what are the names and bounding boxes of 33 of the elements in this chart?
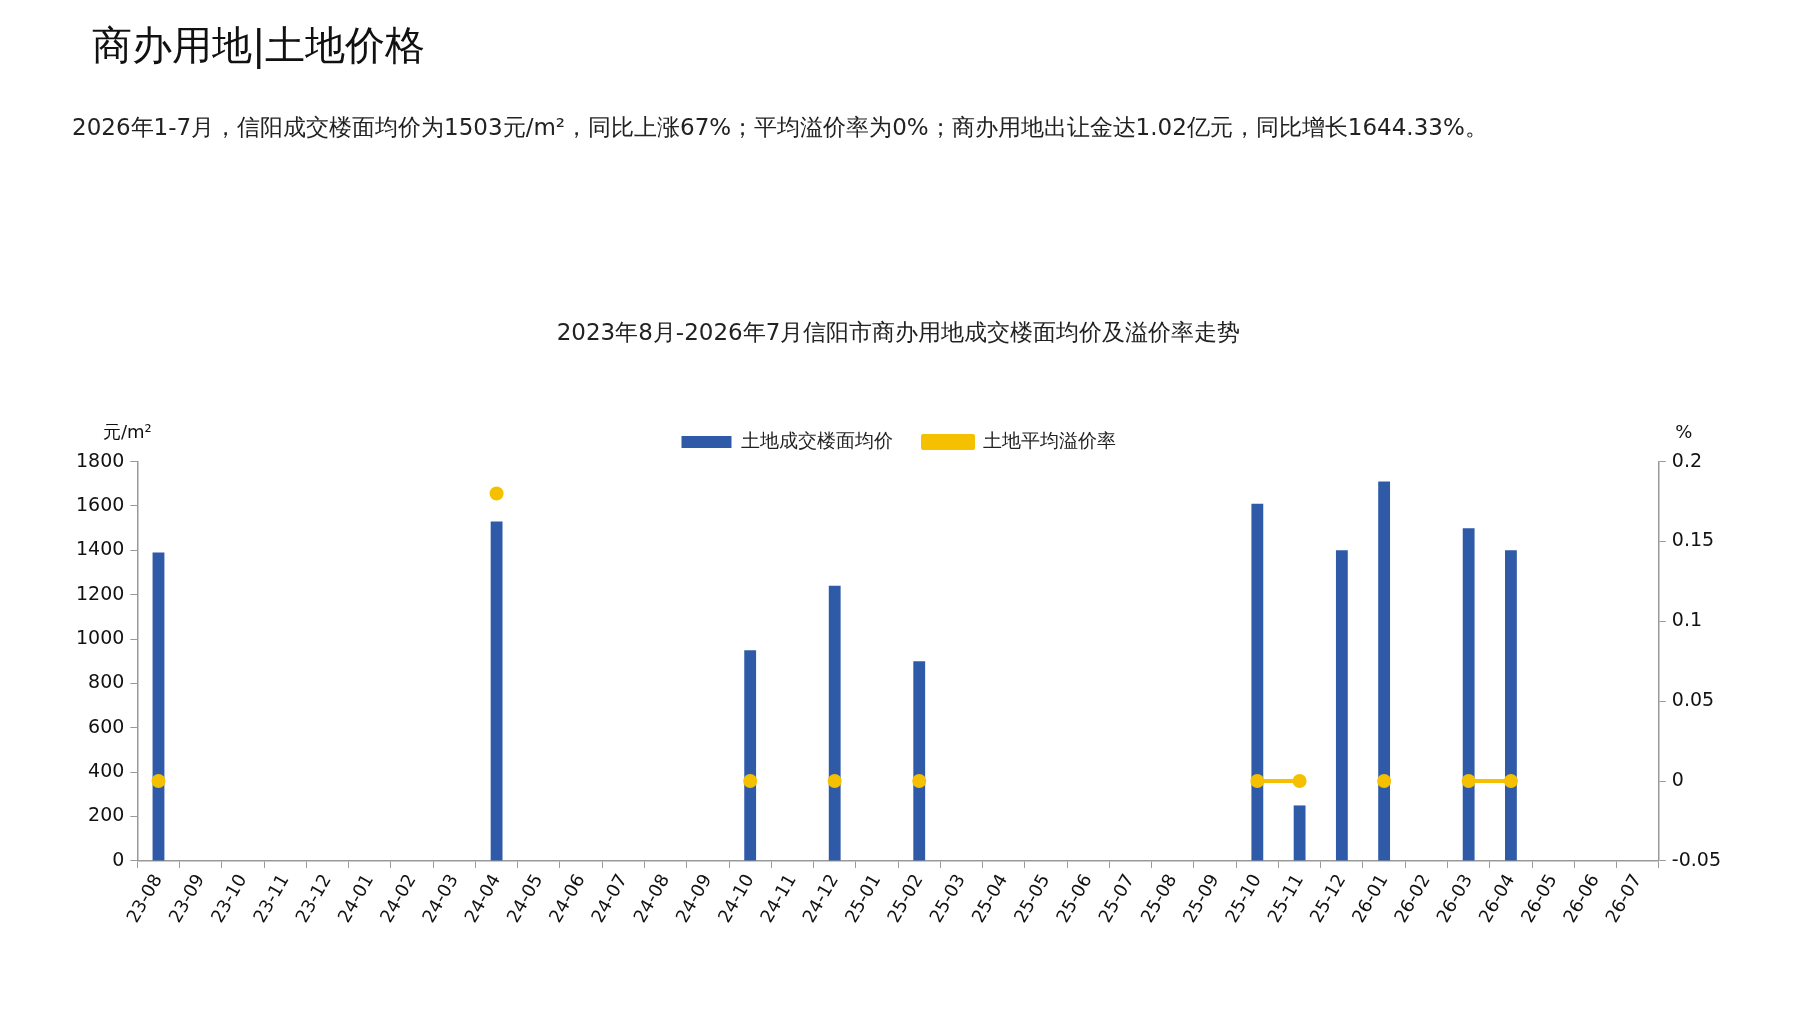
text: 商办用地|土地价格 bbox=[92, 21, 426, 71]
y-tick-label: 1600 bbox=[75, 492, 125, 515]
y-tick-label: 1800 bbox=[75, 448, 125, 471]
bar bbox=[1462, 528, 1475, 861]
y2-axis-title: % bbox=[1675, 421, 1693, 443]
y-tick-label: 1000 bbox=[75, 626, 125, 649]
bar bbox=[490, 521, 503, 861]
y2-tick-label: 0.15 bbox=[1671, 528, 1715, 551]
y-axis-title: 元/m² bbox=[102, 421, 152, 443]
y-tick-label: 200 bbox=[88, 803, 125, 826]
y-tick-label: 400 bbox=[88, 759, 125, 782]
bar bbox=[1378, 481, 1391, 861]
bar bbox=[1335, 550, 1348, 861]
y-tick-label: 1400 bbox=[75, 537, 125, 560]
y-tick-label: 1200 bbox=[75, 581, 125, 604]
chart-title: 2023年8月-2026年7月信阳市商办用地成交楼面均价及溢价率走势 bbox=[556, 318, 1241, 345]
y-tick-label: 600 bbox=[88, 714, 125, 737]
y2-tick-label: 0.05 bbox=[1671, 688, 1715, 711]
bar bbox=[828, 585, 841, 861]
y-tick-label: 0 bbox=[112, 847, 125, 870]
bar bbox=[913, 661, 926, 861]
legend-label: 土地成交楼面均价 bbox=[741, 429, 893, 452]
y2-tick-label: 0 bbox=[1671, 767, 1684, 790]
bar bbox=[1251, 503, 1264, 861]
text: 2026年1-7月，信阳成交楼面均价为1503元/m²，同比上涨67%；平均溢价率为0%；商办用地出让金达1.02亿元，同比增长1644.33%。 bbox=[72, 113, 1488, 142]
y-tick-label: 800 bbox=[88, 670, 125, 693]
bar bbox=[744, 650, 757, 861]
legend-label: 土地平均溢价率 bbox=[982, 429, 1116, 452]
y2-tick-label: 0.1 bbox=[1671, 608, 1703, 631]
y2-tick-label: -0.05 bbox=[1671, 847, 1722, 870]
y2-tick-label: 0.2 bbox=[1671, 448, 1703, 471]
bar bbox=[1505, 550, 1517, 861]
bar bbox=[1293, 805, 1306, 861]
